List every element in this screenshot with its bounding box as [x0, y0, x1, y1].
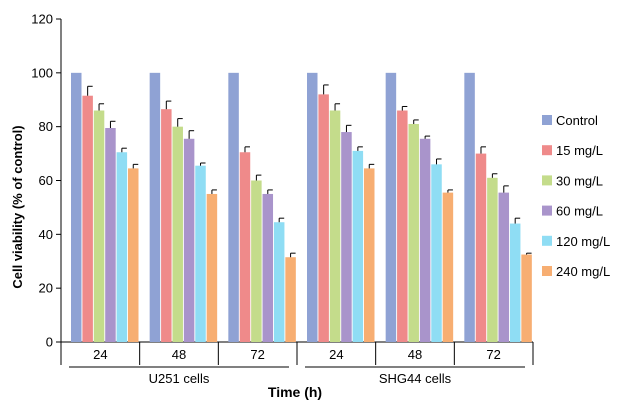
- bar: [82, 95, 93, 343]
- bar: [464, 72, 475, 342]
- y-axis-label: Cell viability (% of control): [10, 125, 25, 288]
- x-tick-label: 48: [408, 347, 422, 362]
- bar: [183, 138, 195, 342]
- x-tick-label: 72: [486, 347, 500, 362]
- bar: [397, 110, 408, 343]
- bar: [128, 168, 139, 342]
- bar: [251, 180, 262, 342]
- bar: [329, 110, 341, 343]
- bar: [341, 132, 352, 342]
- legend-label: 15 mg/L: [556, 143, 603, 158]
- group-label: U251 cells: [149, 371, 210, 386]
- legend-label: 30 mg/L: [556, 173, 603, 188]
- y-tick-label: 0: [46, 335, 53, 350]
- bar: [318, 94, 329, 342]
- group-label: SHG44 cells: [379, 371, 452, 386]
- legend-label: 120 mg/L: [556, 234, 610, 249]
- x-axis-label: Time (h): [268, 384, 322, 400]
- x-tick-label: 24: [329, 347, 343, 362]
- bar: [149, 72, 161, 342]
- y-tick-label: 100: [31, 65, 53, 80]
- bar: [307, 72, 318, 342]
- y-tick-label: 20: [39, 281, 53, 296]
- legend-swatch: [542, 266, 552, 276]
- bar: [352, 150, 364, 342]
- bar: [419, 138, 431, 342]
- bar: [364, 168, 375, 342]
- bars-layer: [71, 72, 532, 343]
- bar: [161, 109, 172, 342]
- y-axis: 0 20 40 60 80 100 120: [31, 12, 62, 350]
- bar: [273, 222, 285, 342]
- legend-label: Control: [556, 113, 598, 128]
- bar: [408, 123, 419, 342]
- legend-swatch: [542, 115, 552, 125]
- y-tick-label: 40: [39, 227, 53, 242]
- y-tick-label: 60: [39, 173, 53, 188]
- bar: [228, 72, 239, 342]
- bar: [239, 152, 251, 342]
- legend-swatch: [542, 175, 552, 186]
- bar: [71, 72, 82, 342]
- x-tick-label: 72: [250, 347, 264, 362]
- x-tick-label: 24: [93, 347, 107, 362]
- bar: [285, 257, 296, 342]
- bar: [431, 164, 442, 342]
- x-tick-label: 48: [172, 347, 186, 362]
- legend-swatch: [542, 205, 552, 216]
- y-tick-label: 80: [39, 119, 53, 134]
- bar: [521, 254, 532, 342]
- legend-swatch: [542, 235, 552, 246]
- bar: [442, 192, 454, 342]
- legend-label: 240 mg/L: [556, 264, 610, 279]
- bar: [475, 153, 487, 342]
- bar: [262, 193, 274, 342]
- bar: [206, 193, 218, 342]
- legend-label: 60 mg/L: [556, 204, 603, 219]
- bar: [116, 152, 128, 342]
- y-tick-label: 120: [31, 12, 53, 27]
- bar: [509, 223, 521, 342]
- bar: [105, 128, 116, 342]
- legend-swatch: [542, 145, 552, 156]
- legend: Control 15 mg/L 30 mg/L 60 mg/L 120 mg/L 240 …: [542, 113, 610, 279]
- bar: [498, 192, 510, 342]
- bar: [487, 177, 498, 342]
- bar: [93, 110, 105, 343]
- bar: [195, 165, 206, 342]
- x-axis: 24 48 72 24 48 72 U251 cells SHG44 cells: [60, 341, 534, 386]
- bar: [385, 72, 397, 342]
- bar: [172, 126, 183, 343]
